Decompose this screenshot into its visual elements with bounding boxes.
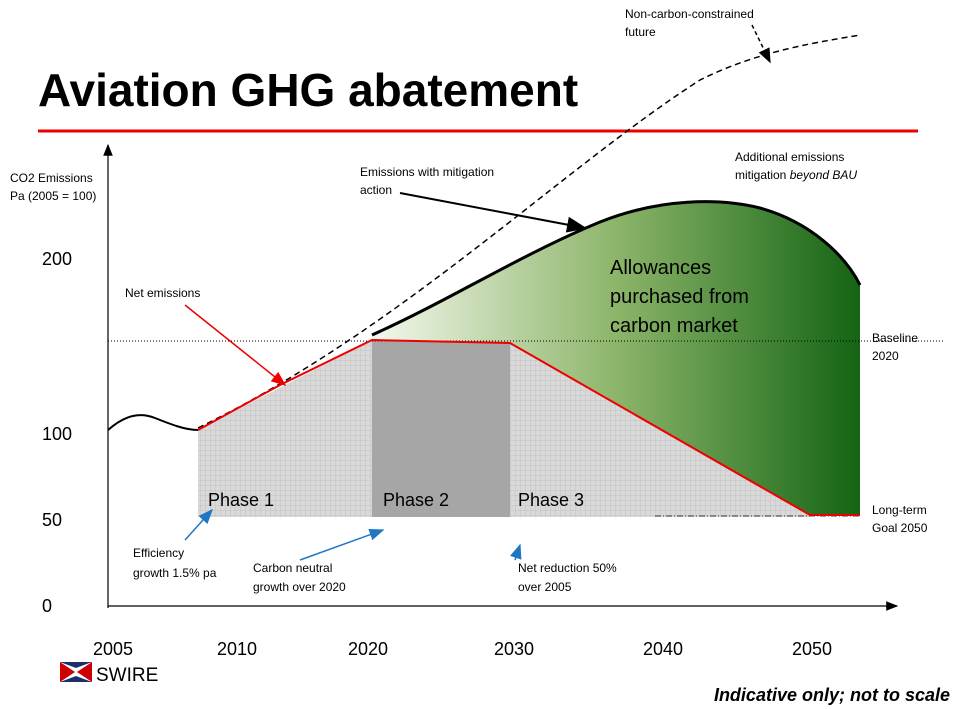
y-axis-label: Pa (2005 = 100) — [10, 189, 96, 203]
label: action — [360, 183, 392, 197]
arrow — [184, 304, 287, 386]
arrow — [510, 543, 522, 561]
label: Allowances — [610, 257, 711, 279]
label: growth 1.5% pa — [133, 566, 217, 580]
x-tick-label: 2040 — [643, 639, 683, 659]
x-tick-label: 2010 — [217, 639, 257, 659]
net-curve — [197, 338, 860, 516]
y-tick-label: 200 — [42, 249, 72, 269]
mitigation-curve — [371, 200, 862, 337]
label: Non-carbon-constrained — [625, 7, 754, 21]
label: Efficiency — [133, 546, 184, 560]
allowances-area — [372, 201, 860, 515]
label: carbon market — [610, 315, 738, 337]
label: growth over 2020 — [253, 580, 346, 594]
label: Emissions with mitigation — [360, 165, 494, 179]
title: Aviation GHG abatement — [38, 64, 578, 116]
label: Long-term — [872, 503, 927, 517]
y-axis-label: CO2 Emissions — [10, 171, 93, 185]
label: purchased from — [610, 286, 749, 308]
arrow — [399, 192, 587, 233]
phase2-area — [372, 340, 510, 517]
footnote: Indicative only; not to scale — [714, 685, 950, 705]
arrow — [299, 528, 385, 561]
x-tick-label: 2030 — [494, 639, 534, 659]
label: future — [625, 25, 656, 39]
phase-label: Phase 2 — [383, 490, 449, 510]
y-tick-label: 50 — [42, 510, 62, 530]
label: Additional emissions — [735, 150, 844, 164]
y-tick-label: 100 — [42, 424, 72, 444]
label: 2020 — [872, 349, 899, 363]
x-tick-label: 2020 — [348, 639, 388, 659]
label: Goal 2050 — [872, 521, 928, 535]
arrow — [184, 508, 214, 541]
phase1-area — [198, 340, 372, 517]
x-tick-label: 2050 — [792, 639, 832, 659]
label: Net emissions — [125, 286, 200, 300]
logo: SWIRE — [60, 662, 158, 686]
arrow — [751, 24, 771, 64]
logo-text: SWIRE — [96, 665, 158, 686]
label: Carbon neutral — [253, 561, 332, 575]
label: Net reduction 50% — [518, 561, 617, 575]
bau-curve — [197, 34, 861, 429]
y-tick-label: 0 — [42, 596, 52, 616]
phase-label: Phase 3 — [518, 490, 584, 510]
label: mitigation beyond BAU — [735, 168, 857, 182]
label: Baseline — [872, 331, 918, 345]
label: over 2005 — [518, 580, 572, 594]
history-curve — [107, 414, 199, 431]
x-tick-label: 2005 — [93, 639, 133, 659]
phase-label: Phase 1 — [208, 490, 274, 510]
